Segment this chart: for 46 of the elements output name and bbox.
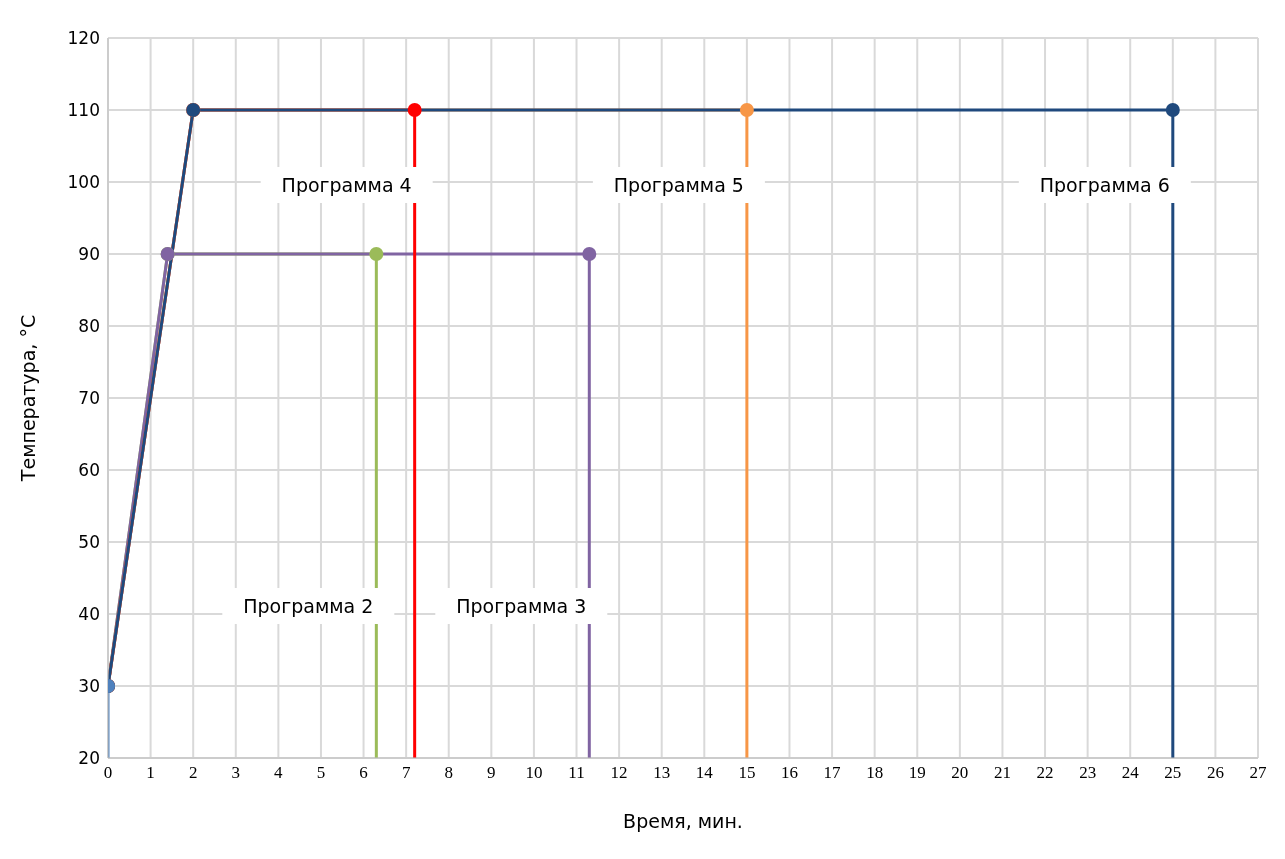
y-tick-label: 110 xyxy=(67,100,100,121)
x-tick-label: 24 xyxy=(1121,763,1140,783)
x-tick-label: 14 xyxy=(695,763,714,783)
y-tick-label: 80 xyxy=(78,316,100,337)
x-tick-label: 4 xyxy=(274,763,284,783)
x-tick-label: 15 xyxy=(738,763,756,783)
x-tick-label: 27 xyxy=(1249,763,1267,783)
x-tick-label: 3 xyxy=(231,763,241,783)
series-label: Программа 2 xyxy=(243,595,374,617)
series-label: Программа 4 xyxy=(281,174,412,196)
x-tick-label: 17 xyxy=(823,763,842,783)
x-tick-label: 6 xyxy=(359,763,368,783)
y-tick-label: 70 xyxy=(78,388,100,409)
y-tick-label: 20 xyxy=(78,748,100,769)
series-label: Программа 6 xyxy=(1039,174,1170,196)
x-tick-label: 0 xyxy=(103,763,113,783)
x-tick-label: 10 xyxy=(525,763,543,783)
x-tick-label: 18 xyxy=(866,763,884,783)
y-tick-label: 40 xyxy=(78,604,100,625)
series-label: Программа 5 xyxy=(613,174,744,196)
x-tick-label: 22 xyxy=(1036,763,1054,783)
x-tick-label: 12 xyxy=(610,763,628,783)
y-tick-label: 60 xyxy=(78,460,100,481)
series-label: Программа 3 xyxy=(456,595,587,617)
x-tick-label: 23 xyxy=(1079,763,1097,783)
x-tick-label: 8 xyxy=(444,763,453,783)
y-tick-label: 120 xyxy=(67,28,100,49)
y-tick-label: 100 xyxy=(67,172,100,193)
y-axis-title: Температура, °C xyxy=(16,314,39,483)
x-tick-label: 7 xyxy=(401,763,411,783)
x-tick-label: 5 xyxy=(316,763,326,783)
y-tick-label: 50 xyxy=(78,532,100,553)
x-tick-label: 13 xyxy=(653,763,671,783)
x-tick-label: 21 xyxy=(993,763,1011,783)
y-tick-label: 90 xyxy=(78,244,100,265)
x-tick-label: 20 xyxy=(951,763,969,783)
x-tick-label: 2 xyxy=(188,763,198,783)
x-tick-label: 19 xyxy=(908,763,926,783)
x-tick-label: 16 xyxy=(780,763,798,783)
y-tick-label: 30 xyxy=(78,676,100,697)
x-tick-label: 26 xyxy=(1206,763,1224,783)
x-tick-label: 11 xyxy=(568,763,585,783)
x-tick-label: 1 xyxy=(146,763,155,783)
x-tick-label: 25 xyxy=(1164,763,1182,783)
x-tick-label: 9 xyxy=(487,763,496,783)
x-axis-title: Время, мин. xyxy=(623,810,743,832)
